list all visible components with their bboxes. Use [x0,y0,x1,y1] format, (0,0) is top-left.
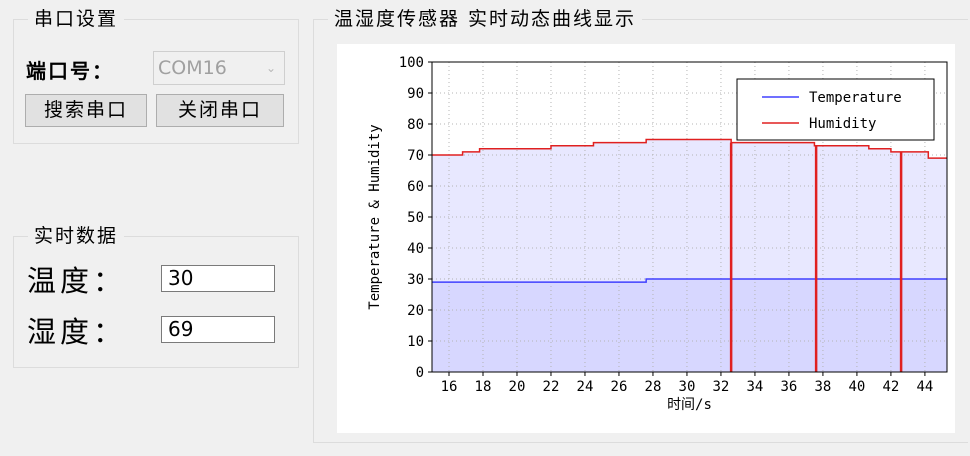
chevron-down-icon: ⌄ [265,61,276,75]
y-tick-label: 40 [407,241,424,257]
x-tick-label: 16 [441,379,458,395]
sensor-chart: 0 10 20 30 40 50 60 70 80 90 100 16 18 20 22 24 26 28 30 32… [367,55,948,413]
y-tick-label: 70 [407,148,424,164]
y-tick-label: 80 [407,117,424,133]
x-tick-label: 28 [645,379,662,395]
port-label: 端口号： [26,59,114,83]
x-tick-label: 32 [713,379,730,395]
x-tick-label: 42 [882,379,899,395]
realtime-data-group: 实时数据 [13,223,299,368]
legend-label-humidity: Humidity [809,116,876,132]
y-tick-label: 100 [399,55,424,71]
realtime-data-title: 实时数据 [28,223,125,249]
x-tick-label: 26 [611,379,628,395]
x-tick-label: 30 [679,379,696,395]
x-tick-label: 38 [814,379,831,395]
legend-label-temperature: Temperature [809,90,902,106]
x-axis-label: 时间/s [667,397,712,413]
search-port-button[interactable]: 搜索串口 [25,94,147,127]
y-tick-label: 0 [416,365,424,381]
temperature-field[interactable]: 30 [161,265,275,292]
chart-group-title: 温湿度传感器 实时动态曲线显示 [328,6,643,32]
y-tick-label: 60 [407,179,424,195]
series-line-humidity [432,138,947,159]
x-tick-label: 36 [781,379,798,395]
close-port-button[interactable]: 关闭串口 [156,94,284,127]
port-select-value: COM16 [158,57,227,79]
serial-settings-title: 串口设置 [28,6,125,32]
humidity-label: 湿度： [27,315,127,349]
y-axis-label: Temperature & Humidity [367,124,383,309]
x-tick-label: 20 [509,379,526,395]
x-tick-label: 44 [916,379,933,395]
y-tick-label: 10 [407,334,424,350]
temperature-label: 温度： [27,264,127,298]
humidity-field[interactable]: 69 [161,316,275,343]
x-tick-label: 22 [543,379,560,395]
series-line-temperature [432,278,947,283]
chart-panel: 0 10 20 30 40 50 60 70 80 90 100 16 18 20 22 24 26 28 30 32… [337,44,955,433]
y-tick-label: 90 [407,86,424,102]
legend-box [736,78,935,141]
chart-group: 温湿度传感器 实时动态曲线显示 [313,6,968,443]
serial-settings-group: 串口设置 [13,6,299,144]
y-tick-label: 20 [407,303,424,319]
x-tick-label: 40 [848,379,865,395]
series-area-temperature [432,279,947,372]
y-tick-label: 30 [407,272,424,288]
port-select[interactable]: COM16 ⌄ [153,51,285,85]
y-tick-label: 50 [407,210,424,226]
x-tick-label: 18 [475,379,492,395]
x-tick-label: 34 [747,379,764,395]
x-tick-label: 24 [577,379,594,395]
